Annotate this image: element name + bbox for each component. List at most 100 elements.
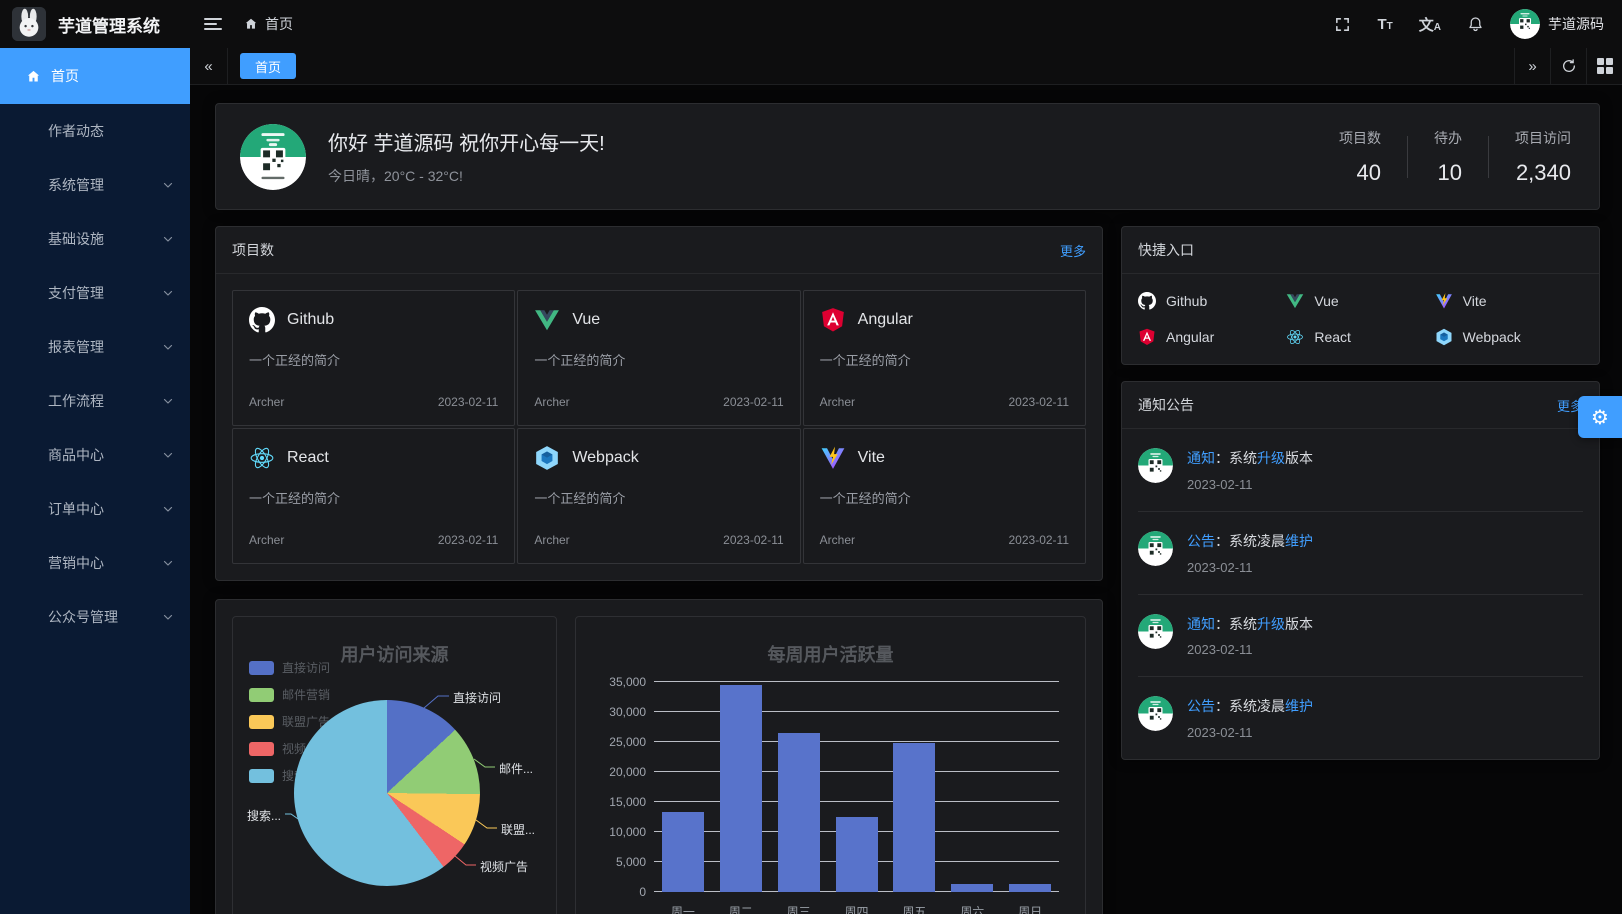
tab-home[interactable]: 首页 (240, 53, 297, 79)
collapse-menu-icon[interactable] (204, 17, 222, 31)
stat-value: 10 (1437, 159, 1462, 185)
bar-周五[interactable] (893, 742, 936, 892)
project-tile-Webpack[interactable]: Webpack 一个正经的简介 Archer 2023-02-11 (517, 428, 801, 564)
sidebar-item-基础设施[interactable]: 基础设施 (0, 212, 190, 266)
chevron-down-icon (163, 398, 173, 404)
pie-legend: 直接访问 邮件营销 联盟广告 视频广告 搜索引擎 (249, 659, 330, 784)
shortcuts-grid: Github Vue Vite Angular React Webpack (1122, 274, 1599, 364)
shortcut-label: Angular (1166, 329, 1215, 345)
notice-date: 2023-02-11 (1187, 642, 1253, 658)
project-tile-Angular[interactable]: Angular 一个正经的简介 Archer 2023-02-11 (802, 290, 1086, 426)
home-icon (27, 70, 40, 81)
shortcuts-card: 快捷入口 Github Vue Vite Angular React Webpa… (1121, 226, 1600, 365)
shortcut-React[interactable]: React (1286, 328, 1434, 346)
tab-layout-grid-icon[interactable] (1586, 48, 1622, 84)
project-author: Archer (534, 395, 570, 409)
language-icon[interactable]: 文A (1418, 16, 1441, 34)
angular-icon (821, 308, 844, 332)
collapse-tabs-left-icon[interactable]: « (190, 48, 228, 84)
project-tile-React[interactable]: React 一个正经的简介 Archer 2023-02-11 (232, 428, 516, 564)
welcome-texts: 你好 芋道源码 祝你开心每一天! 今日晴，20°C - 32°C! (328, 127, 605, 186)
x-axis-label: 周五 (902, 905, 927, 914)
sidebar-item-订单中心[interactable]: 订单中心 (0, 482, 190, 536)
project-tile-Vue[interactable]: Vue 一个正经的简介 Archer 2023-02-11 (517, 290, 801, 426)
notice-item-1[interactable]: 公告：系统凌晨维护 2023-02-11 (1138, 512, 1583, 595)
sidebar-item-支付管理[interactable]: 支付管理 (0, 266, 190, 320)
shortcut-Github[interactable]: Github (1138, 292, 1286, 310)
sidebar-item-报表管理[interactable]: 报表管理 (0, 320, 190, 374)
x-axis-label: 周三 (786, 905, 811, 914)
notice-item-2[interactable]: 通知：系统升级版本 2023-02-11 (1138, 595, 1583, 678)
project-tile-Vite[interactable]: Vite 一个正经的简介 Archer 2023-02-11 (802, 428, 1086, 564)
sidebar-item-label: 报表管理 (48, 339, 104, 355)
stat-1: 待办 10 (1408, 128, 1488, 186)
shortcuts-card-header: 快捷入口 (1122, 227, 1599, 274)
pie-legend-item-2[interactable]: 联盟广告 (249, 713, 330, 730)
shortcut-Angular[interactable]: Angular (1138, 328, 1286, 346)
notification-bell-icon[interactable] (1467, 15, 1484, 33)
webpack-icon (534, 445, 560, 471)
font-size-icon[interactable]: TT (1377, 15, 1393, 33)
project-date: 2023-02-11 (437, 533, 499, 547)
notice-text: 公告：系统凌晨维护 (1187, 532, 1313, 549)
legend-swatch (249, 768, 274, 783)
vite-icon (1435, 292, 1453, 310)
logo-block[interactable]: 芋道管理系统 (0, 7, 190, 41)
bar-周二[interactable] (719, 685, 762, 892)
sidebar-item-label: 基础设施 (48, 231, 104, 247)
theme-settings-button[interactable]: ⚙ (1578, 396, 1622, 438)
sidebar-item-工作流程[interactable]: 工作流程 (0, 374, 190, 428)
bar-chart-area: 周一 周二 周三 周四 周五 周六 周日 0 5,000 10,000 15,000 20,000 2… (590, 675, 1069, 914)
app-title: 芋道管理系统 (58, 16, 160, 36)
bar-slot (654, 681, 712, 892)
project-author: Archer (249, 533, 285, 547)
sidebar-item-商品中心[interactable]: 商品中心 (0, 428, 190, 482)
x-axis-label: 周六 (960, 905, 985, 914)
pie-legend-item-0[interactable]: 直接访问 (249, 659, 330, 676)
tab-actions: » (1514, 48, 1622, 84)
sidebar-item-作者动态[interactable]: 作者动态 (0, 104, 190, 158)
pie-legend-item-1[interactable]: 邮件营销 (249, 686, 330, 703)
projects-more-link[interactable]: 更多 (1059, 243, 1086, 259)
scroll-tabs-right-icon[interactable]: » (1514, 48, 1550, 84)
bar-周日[interactable] (1009, 883, 1052, 892)
notices-card: 通知公告 更多 通知：系统升级版本 2023-02-11 公告：系统凌晨维护 2… (1121, 381, 1600, 761)
notices-more-link[interactable]: 更多 (1556, 398, 1583, 414)
vue-icon (1286, 292, 1304, 310)
pie-chart-area: 直接访问 邮件... 联盟... 视频广告 搜索... (247, 673, 542, 914)
legend-swatch (249, 660, 274, 675)
bar-周三[interactable] (777, 732, 820, 892)
bar-周六[interactable] (951, 883, 994, 892)
project-date: 2023-02-11 (723, 395, 784, 409)
shortcut-Vite[interactable]: Vite (1435, 292, 1583, 310)
notice-item-3[interactable]: 公告：系统凌晨维护 2023-02-11 (1138, 677, 1583, 759)
fullscreen-icon[interactable] (1334, 16, 1351, 33)
sidebar-item-营销中心[interactable]: 营销中心 (0, 536, 190, 590)
refresh-icon[interactable] (1550, 48, 1586, 84)
pie-slice-label: 搜索... (246, 809, 281, 823)
sidebar-item-系统管理[interactable]: 系统管理 (0, 158, 190, 212)
sidebar-item-label: 营销中心 (48, 555, 104, 571)
chevron-down-icon (162, 449, 174, 461)
github-icon (1138, 292, 1156, 310)
breadcrumb[interactable]: 首页 (244, 14, 293, 34)
sidebar-item-公众号管理[interactable]: 公众号管理 (0, 590, 190, 644)
bar-周一[interactable] (661, 811, 704, 892)
y-axis-label: 0 (639, 885, 646, 899)
shortcut-Vue[interactable]: Vue (1286, 292, 1434, 310)
project-tile-Github[interactable]: Github 一个正经的简介 Archer 2023-02-11 (232, 290, 516, 426)
notice-item-0[interactable]: 通知：系统升级版本 2023-02-11 (1138, 429, 1583, 512)
pie-plot[interactable] (294, 700, 480, 886)
stat-2: 项目访问 2,340 (1489, 128, 1575, 186)
sidebar-item-首页[interactable]: 首页 (0, 48, 190, 104)
y-axis-label: 5,000 (615, 855, 646, 869)
pie-slice-label: 邮件... (499, 762, 534, 776)
user-menu[interactable]: 芋道源码 (1510, 9, 1604, 39)
project-author: Archer (534, 533, 570, 547)
x-axis-label: 周日 (1018, 905, 1043, 914)
bar-周四[interactable] (835, 817, 878, 892)
notice-avatar (1138, 613, 1173, 649)
legend-swatch (249, 687, 274, 702)
shortcut-Webpack[interactable]: Webpack (1435, 328, 1583, 346)
